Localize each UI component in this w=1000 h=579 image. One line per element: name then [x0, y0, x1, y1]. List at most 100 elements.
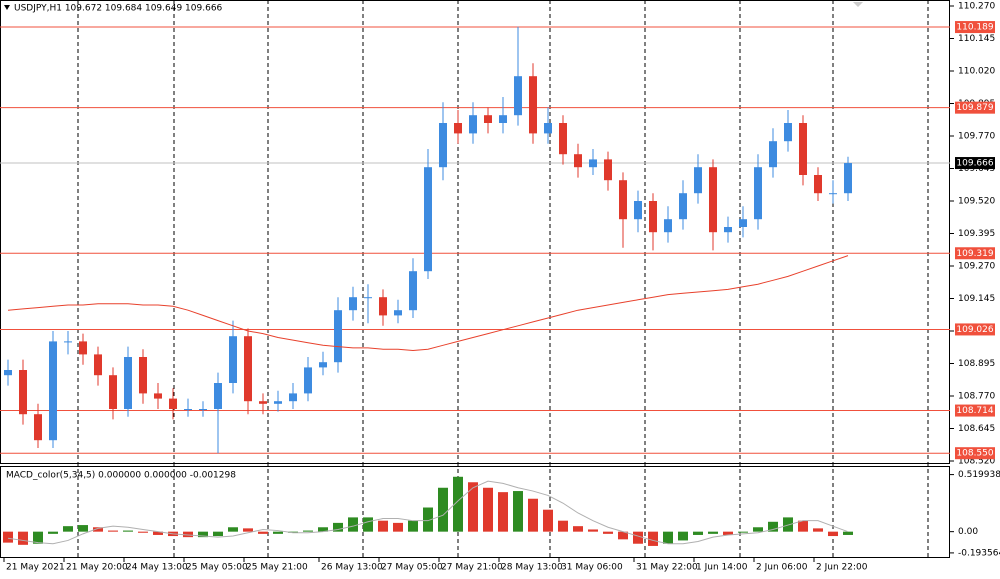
candle-body — [229, 336, 237, 383]
candle-body — [619, 180, 627, 220]
candle-body — [4, 370, 12, 376]
candle-body — [844, 163, 852, 194]
candle-body — [259, 401, 267, 404]
y-tick-label: 109.520 — [958, 197, 995, 207]
y-tick-label: 108.770 — [958, 392, 995, 402]
candle-body — [19, 370, 27, 415]
candle-body — [349, 297, 357, 311]
macd-bar — [558, 520, 568, 532]
y-tick-label: 109.395 — [958, 229, 995, 239]
macd-bar — [153, 531, 163, 535]
macd-bar — [708, 531, 718, 534]
macd-bar — [123, 530, 133, 532]
macd-bar — [648, 531, 658, 546]
candle-body — [664, 219, 672, 233]
candle-body — [199, 409, 207, 410]
candle-body — [94, 354, 102, 376]
level-label-box — [955, 323, 995, 336]
candle-body — [469, 115, 477, 134]
x-tick-label: 27 May 21:00 — [441, 563, 503, 573]
candle-body — [154, 393, 162, 399]
y-tick-label: 109.145 — [958, 294, 995, 304]
x-tick-label: 26 May 13:00 — [321, 563, 383, 573]
macd-bar — [108, 530, 118, 532]
macd-bar — [303, 530, 313, 532]
macd-bar — [663, 531, 673, 544]
level-label-box — [955, 101, 995, 114]
candle-body — [214, 383, 222, 409]
macd-bar — [183, 531, 193, 538]
candle-body — [454, 123, 462, 134]
level-label-box — [955, 404, 995, 417]
level-label: 109.319 — [956, 249, 993, 259]
candle-body — [409, 271, 417, 311]
y-tick-label: 109.270 — [958, 262, 995, 272]
macd-bar — [333, 522, 343, 532]
candle-body — [799, 123, 807, 175]
x-tick-label: 25 May 21:00 — [246, 563, 308, 573]
candle-body — [379, 297, 387, 316]
level-label: 108.550 — [956, 449, 993, 459]
candle-body — [49, 341, 57, 441]
candle-body — [139, 357, 147, 394]
x-tick-label: 31 May 22:00 — [636, 563, 698, 573]
macd-bar — [378, 520, 388, 532]
candle-body — [709, 167, 717, 233]
main-frame — [0, 0, 950, 464]
macd-bar — [678, 531, 688, 541]
level-label-box — [955, 447, 995, 460]
candle-body — [64, 341, 72, 343]
candle-body — [574, 154, 582, 168]
x-tick-label: 21 May 20:00 — [66, 563, 128, 573]
candle-body — [589, 159, 597, 168]
macd-bar — [453, 476, 463, 532]
macd-bar — [468, 482, 478, 532]
macd-bar — [78, 525, 88, 532]
macd-bar — [768, 521, 778, 532]
candle-body — [484, 115, 492, 123]
macd-bar — [3, 531, 13, 543]
y-tick-label: 108.895 — [958, 359, 995, 369]
signal-line — [7, 480, 849, 545]
day-separators — [77, 0, 929, 558]
y-tick-label: 110.270 — [958, 2, 995, 12]
x-tick-label: 27 May 05:00 — [381, 563, 443, 573]
x-tick-label: 24 May 13:00 — [126, 563, 188, 573]
candle-body — [679, 193, 687, 220]
x-tick-label: 28 May 13:00 — [501, 563, 563, 573]
candle-body — [754, 167, 762, 220]
macd-bar — [483, 487, 493, 532]
macd-bar — [393, 522, 403, 532]
candle-body — [124, 357, 132, 409]
candle-body — [784, 123, 792, 142]
y-tick-label: 109.770 — [958, 132, 995, 142]
macd-bar — [693, 531, 703, 535]
candle-body — [634, 201, 642, 220]
x-tick-label: 21 May 2021 — [6, 563, 65, 573]
menu-arrow[interactable] — [4, 5, 10, 10]
macd-bar — [753, 527, 763, 532]
macd-bar — [798, 520, 808, 532]
macd-bar — [288, 531, 298, 533]
macd-bar — [63, 526, 73, 532]
macd-bar — [813, 528, 823, 532]
y-tick-label: 110.145 — [958, 34, 995, 44]
macd-frame — [0, 466, 950, 558]
candle-body — [439, 123, 447, 168]
moving-average — [7, 255, 849, 352]
candle-body — [694, 167, 702, 194]
candle-body — [499, 115, 507, 123]
candle-body — [529, 76, 537, 134]
macd-bar — [243, 528, 253, 532]
x-tick-label: 1 Jun 14:00 — [696, 563, 748, 573]
macd-bar — [363, 517, 373, 532]
macd-bar — [843, 531, 853, 535]
macd-bar — [528, 498, 538, 532]
current-price-box — [955, 157, 995, 170]
level-label: 109.026 — [956, 325, 993, 335]
x-tick-label: 2 Jun 22:00 — [816, 563, 868, 573]
candle-body — [289, 393, 297, 402]
macd-bar — [438, 487, 448, 532]
candle-body — [244, 336, 252, 402]
